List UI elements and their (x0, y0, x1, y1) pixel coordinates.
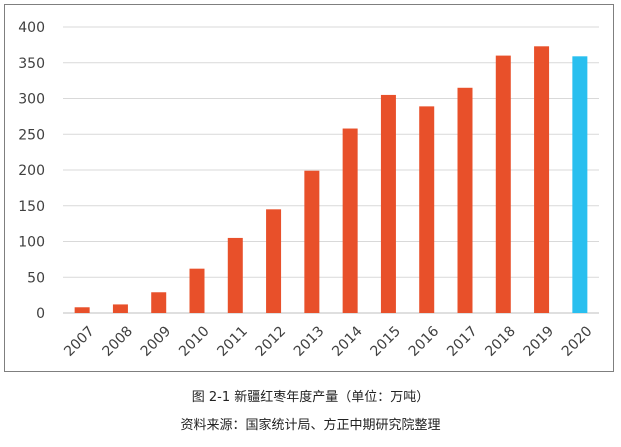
x-tick-label: 2017 (444, 323, 481, 360)
y-tick-label: 300 (18, 92, 45, 108)
bar-2017 (457, 87, 473, 314)
bar-2010 (189, 268, 205, 313)
bar-2018 (495, 55, 511, 313)
x-tick-label: 2009 (138, 323, 175, 360)
y-tick-label: 250 (18, 127, 45, 143)
bar-2016 (419, 106, 435, 314)
bar-2008 (112, 304, 128, 313)
bar-2020 (572, 56, 588, 313)
x-tick-label: 2020 (559, 323, 596, 360)
x-tick-label: 2012 (253, 323, 290, 360)
figure-caption: 图 2-1 新疆红枣年度产量（单位：万吨） (191, 390, 430, 405)
source-caption: 资料来源：国家统计局、方正中期研究院整理 (180, 418, 441, 433)
bar-2007 (74, 307, 90, 313)
x-tick-label: 2014 (329, 323, 366, 360)
x-tick-label: 2013 (291, 323, 328, 360)
x-tick-label: 2011 (214, 323, 251, 360)
bar-chart: 0 50 100 150 200 250 300 350 400 2007 2008 2009 2010… (18, 20, 599, 360)
bar-2009 (151, 292, 167, 313)
bar-2014 (342, 128, 358, 313)
y-tick-label: 200 (18, 163, 45, 179)
y-tick-label: 350 (18, 56, 45, 72)
x-tick-label: 2016 (406, 323, 443, 360)
x-tick-label: 2019 (521, 323, 558, 360)
chart-frame: 0 50 100 150 200 250 300 350 400 2007 2008 2009 2010… (4, 4, 614, 372)
y-tick-label: 100 (18, 235, 45, 251)
y-tick-label: 50 (27, 270, 45, 286)
bar-2012 (266, 209, 282, 313)
bar-2011 (227, 237, 243, 313)
bar-2015 (380, 94, 396, 313)
x-tick-label: 2018 (482, 323, 519, 360)
bar-2013 (304, 170, 320, 313)
x-tick-label: 2008 (100, 323, 137, 360)
y-tick-label: 150 (18, 199, 45, 215)
x-tick-label: 2010 (176, 323, 213, 360)
x-tick-label: 2007 (61, 323, 98, 360)
x-tick-label: 2015 (368, 323, 405, 360)
y-tick-label: 400 (18, 20, 45, 36)
bar-2019 (534, 46, 550, 314)
y-tick-label: 0 (36, 306, 45, 322)
